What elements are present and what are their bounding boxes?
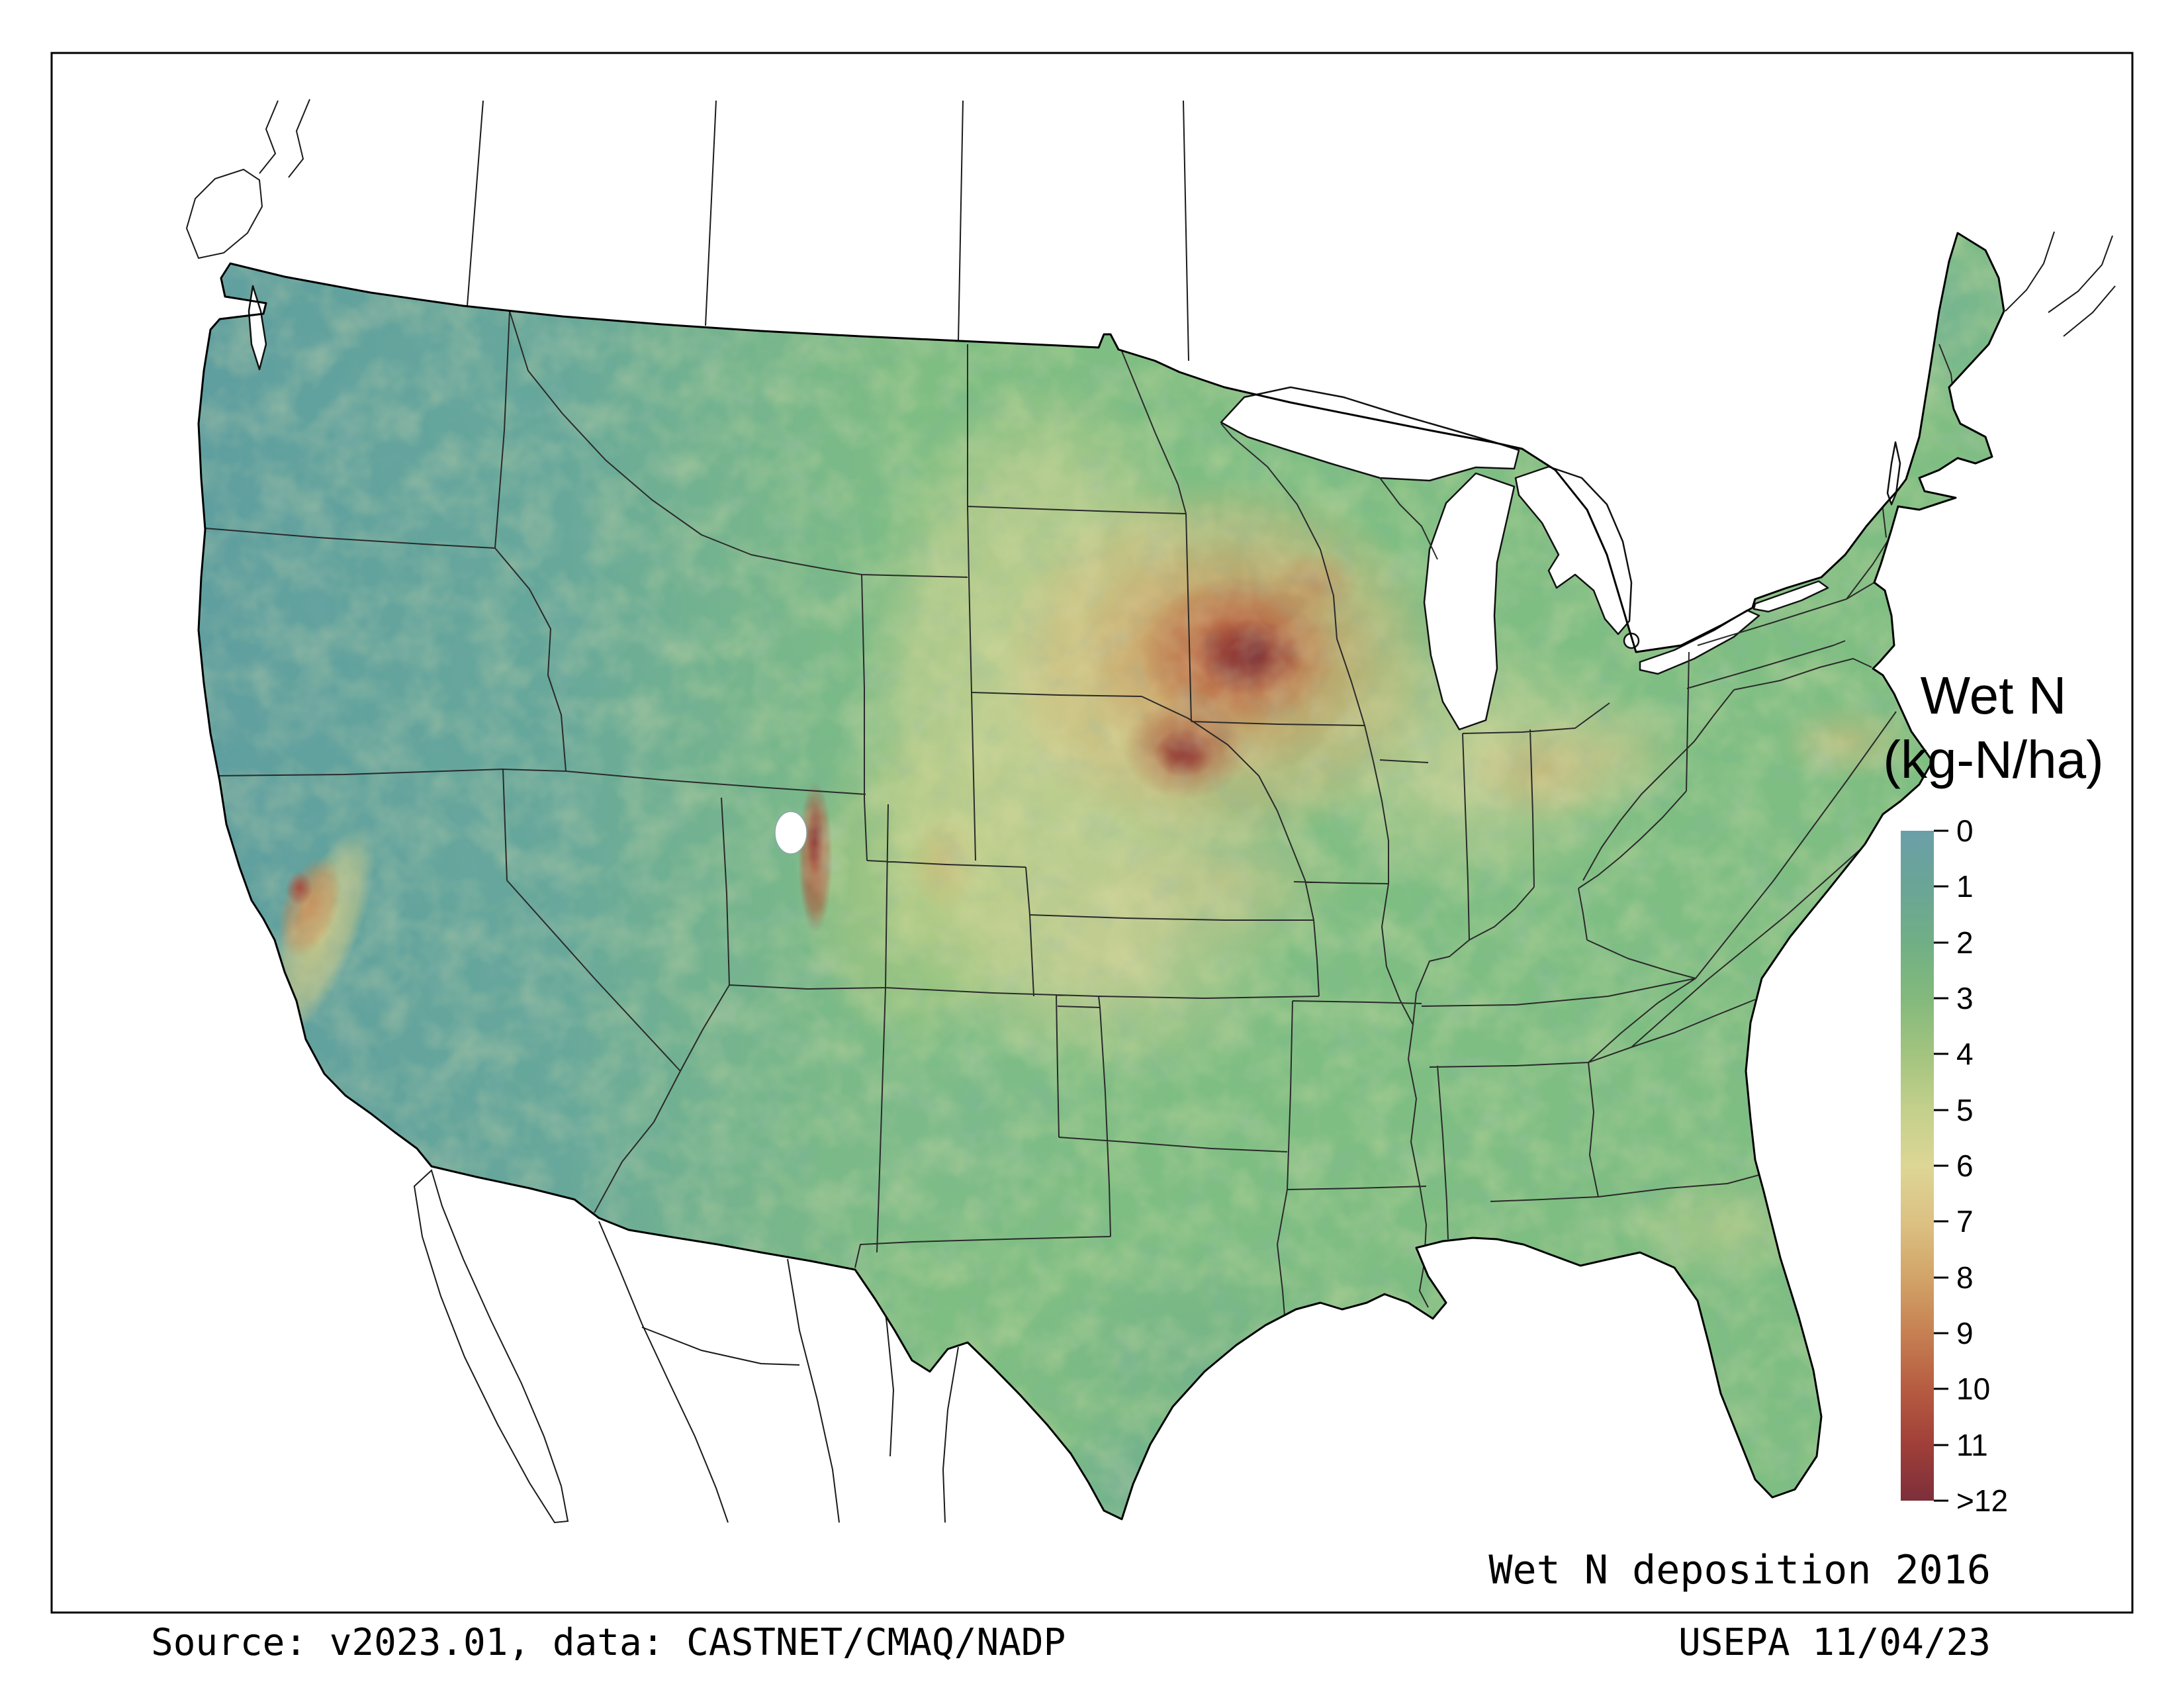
colorbar-tick-label: 5 — [1956, 1093, 1974, 1127]
colorbar-tick-label: >12 — [1956, 1483, 2008, 1518]
plot-border — [50, 52, 2134, 1614]
lake-ontario — [1752, 580, 1829, 613]
canada-outline — [185, 99, 2116, 574]
legend-title-line2: (kg-N/ha) — [1883, 730, 2103, 789]
colorbar-tick-label: 11 — [1956, 1428, 1988, 1462]
colorbar: 0 1 2 3 4 5 6 7 8 9 10 11 >12 Wet N (kg-… — [1883, 666, 2103, 1518]
agency-date: USEPA 11/04/23 — [1678, 1621, 1991, 1664]
great-lakes — [248, 285, 1901, 855]
lake-champlain — [1886, 441, 1901, 506]
colorbar-tick-label: 9 — [1956, 1316, 1974, 1350]
lake-michigan — [1423, 472, 1516, 731]
lake-erie — [1639, 609, 1760, 675]
puget-sound — [248, 285, 267, 371]
colorbar-tick-label: 1 — [1956, 869, 1974, 904]
colorbar-tick-label: 0 — [1956, 814, 1974, 848]
state-boundaries — [205, 310, 1954, 1325]
baja-california — [413, 1169, 569, 1524]
legend-title-line1: Wet N — [1921, 666, 2067, 725]
colorbar-tick-label: 2 — [1956, 925, 1974, 960]
colorbar-tick-label: 10 — [1956, 1372, 1990, 1406]
colorbar-tick-label: 4 — [1956, 1037, 1974, 1071]
colorbar-gradient — [1901, 831, 1934, 1501]
colorbar-tick-label: 8 — [1956, 1260, 1974, 1295]
source-note: Source: v2023.01, data: CASTNET/CMAQ/NAD… — [151, 1621, 1066, 1664]
mexico-outline — [413, 1169, 959, 1524]
us-outline — [197, 232, 2005, 1521]
colorbar-tick-label: 7 — [1956, 1204, 1974, 1239]
colorbar-tick-label: 3 — [1956, 981, 1974, 1015]
map-title: Wet N deposition 2016 — [1488, 1547, 1991, 1593]
lake-superior — [1220, 386, 1520, 482]
great-salt-lake — [774, 811, 807, 855]
colorbar-tick-label: 6 — [1956, 1149, 1974, 1183]
colorbar-ticks — [1934, 829, 1948, 1502]
vancouver-island — [185, 168, 263, 259]
lake-huron — [1514, 465, 1633, 635]
